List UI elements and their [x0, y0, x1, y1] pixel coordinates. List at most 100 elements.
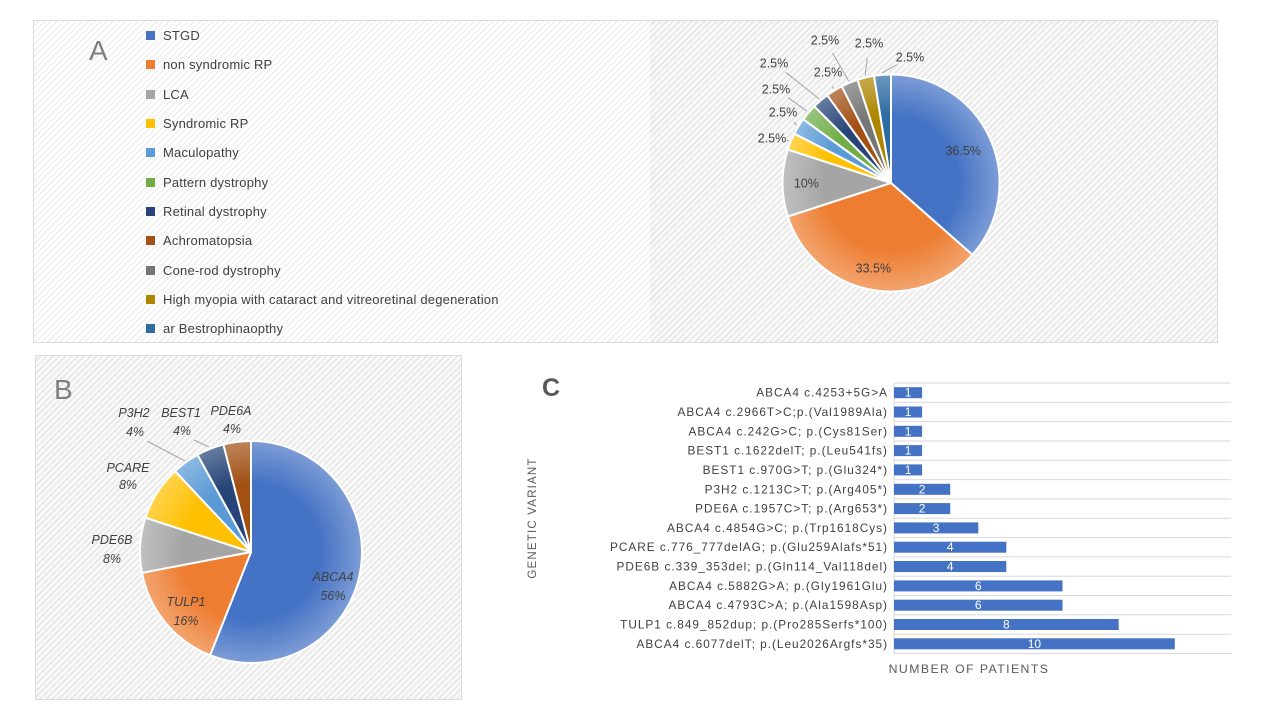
pie-b-name-label-pde6b: PDE6B: [92, 533, 133, 547]
panel-b: B ABCA4 56% TULP1 16% PDE6B 8% PCARE 8% P3H2 4% BE…: [35, 355, 462, 700]
bar-value-label: 8: [1003, 618, 1010, 632]
legend-swatch-retinal-dystrophy: [146, 206, 155, 216]
bar-value-label: 10: [1028, 637, 1042, 651]
bar-abca4-c-4854g-c-p-trp1618cys: [894, 522, 979, 534]
pie-a-leader-line: [882, 64, 898, 74]
legend-swatch-high-myopia-with-cataract-and-vitreoretinal-degeneration: [146, 294, 155, 304]
legend-swatch-non-syndromic-rp: [146, 60, 155, 70]
bar-value-label: 2: [919, 502, 926, 516]
bar-value-label: 1: [905, 405, 912, 419]
bar-tulp1-c-849-852dup-p-pro285serfs-100: [894, 619, 1119, 630]
pie-b-pct-label-pde6b: 8%: [103, 552, 121, 566]
legend-item-syndromic-rp: Syndromic RP: [146, 109, 499, 138]
pie-a-data-label-non-syndromic-rp: 33.5%: [856, 261, 891, 275]
category-label: PDE6B c.339_353del; p.(Gln114_Val118del): [616, 560, 888, 574]
pie-b-name-label-p3h2: P3H2: [118, 406, 149, 420]
pie-b-pct-label-abca4: 56%: [320, 589, 345, 603]
pie-a-leader-line: [793, 122, 798, 126]
category-label: ABCA4 c.5882G>A; p.(Gly1961Glu): [669, 579, 888, 593]
pie-b-name-label-abca4: ABCA4: [312, 570, 354, 584]
bar-pcare-c-776-777delag-p-glu259alafs-51: [894, 541, 1007, 553]
y-axis-title: GENETIC VARIANT: [527, 457, 539, 578]
pie-a-data-label-maculopathy: 2.5%: [769, 106, 798, 120]
bar-value-label: 1: [905, 444, 912, 458]
category-label: ABCA4 c.242G>C; p.(Cys81Ser): [689, 424, 888, 438]
pie-a-leader-line: [785, 71, 820, 100]
pie-a-data-label-cone-rod-dystrophy: 2.5%: [811, 34, 840, 48]
pie-b-leader-line: [193, 439, 210, 448]
category-label: ABCA4 c.4854G>C; p.(Trp1618Cys): [667, 521, 888, 535]
category-label: TULP1 c.849_852dup; p.(Pro285Serfs*100): [620, 618, 888, 632]
pie-b-pct-label-p3h2: 4%: [126, 425, 144, 439]
category-label: ABCA4 c.4253+5G>A: [756, 386, 888, 400]
bar-abca4-c-4793c-a-p-ala1598asp: [894, 599, 1063, 611]
legend-label: Achromatopsia: [163, 233, 253, 249]
pie-b-pct-label-tulp1: 16%: [173, 614, 198, 628]
pie-a-leader-line: [864, 57, 868, 76]
legend-label: High myopia with cataract and vitreoreti…: [163, 291, 499, 307]
bar-abca4-c-242g-c-p-cys81ser: [894, 425, 923, 437]
bar-value-label: 1: [905, 386, 912, 400]
pie-a-data-label-high-myopia-with-cataract-and-vitreoretinal-degeneration: 2.5%: [855, 37, 884, 51]
legend-item-pattern-dystrophy: Pattern dystrophy: [146, 167, 499, 196]
pie-b-name-label-best1: BEST1: [161, 406, 201, 420]
pie-a-leader-line: [832, 52, 850, 82]
pie-a-data-label-pattern-dystrophy: 2.5%: [762, 83, 791, 97]
legend-label: ar Bestrophinaopthy: [163, 321, 284, 337]
category-label: P3H2 c.1213C>T; p.(Arg405*): [705, 482, 888, 496]
legend-item-stgd: STGD: [146, 21, 499, 50]
legend-swatch-cone-rod-dystrophy: [146, 265, 155, 275]
bar-best1-c-970g-t-p-glu324: [894, 464, 923, 476]
legend-swatch-achromatopsia: [146, 236, 155, 246]
panel-a-legend: STGD non syndromic RP LCA Syndromic RP Macul…: [146, 21, 499, 343]
pie-b-pct-label-pcare: 8%: [119, 478, 137, 492]
legend-swatch-syndromic-rp: [146, 119, 155, 129]
bar-abca4-c-5882g-a-p-gly1961glu: [894, 580, 1063, 592]
panel-c-letter: C: [542, 374, 561, 402]
pie-a-data-label-lca: 10%: [794, 177, 819, 191]
bar-pde6b-c-339-353del-p-gln114-val118del: [894, 561, 1007, 572]
pie-b-pct-label-pde6a: 4%: [223, 422, 241, 436]
legend-item-ar-bestrophinaopthy: ar Bestrophinaopthy: [146, 314, 499, 343]
pie-b-name-label-tulp1: TULP1: [167, 595, 206, 609]
pie-a-data-label-stgd: 36.5%: [945, 144, 980, 158]
panel-a-pie-chart: 36.5% 33.5% 10% 2.5% 2.5% 2.5% 2.5% 2.5% 2.5% 2.5…: [758, 34, 1001, 293]
pie-b-name-label-pcare: PCARE: [106, 461, 150, 475]
bar-value-label: 4: [947, 560, 954, 574]
pie-b-name-label-pde6a: PDE6A: [211, 404, 252, 418]
bar-pde6a-c-1957c-t-p-arg653: [894, 503, 951, 515]
legend-item-non-syndromic-rp: non syndromic RP: [146, 50, 499, 79]
pie-a-leader-line: [787, 97, 808, 112]
pie-a-data-label-syndromic-rp: 2.5%: [758, 132, 787, 146]
bar-p3h2-c-1213c-t-p-arg405: [894, 483, 951, 495]
legend-swatch-stgd: [146, 31, 155, 41]
bar-value-label: 2: [919, 482, 926, 496]
pie-b-leader-line: [146, 440, 186, 462]
pie-a-leader-line: [832, 86, 834, 89]
legend-label: LCA: [163, 86, 189, 102]
pie-b-pct-label-best1: 4%: [173, 424, 191, 438]
panel-a: A STGD non syndromic RP LCA Syndromic RP Mac…: [33, 20, 1218, 343]
legend-item-achromatopsia: Achromatopsia: [146, 226, 499, 255]
pie-a-data-label-ar-bestrophinaopthy: 2.5%: [896, 51, 925, 65]
category-label: BEST1 c.1622delT; p.(Leu541fs): [687, 444, 888, 458]
category-label: PCARE c.776_777delAG; p.(Glu259Alafs*51): [610, 540, 888, 554]
panel-a-letter: A: [89, 35, 108, 66]
legend-label: STGD: [163, 28, 200, 44]
legend-label: non syndromic RP: [163, 57, 273, 73]
pie-a-data-label-achromatopsia: 2.5%: [814, 66, 843, 80]
legend-item-cone-rod-dystrophy: Cone-rod dystrophy: [146, 255, 499, 284]
legend-label: Syndromic RP: [163, 116, 249, 132]
legend-swatch-maculopathy: [146, 148, 155, 158]
bar-abca4-c-4253-5g-a: [894, 387, 923, 399]
category-label: BEST1 c.970G>T; p.(Glu324*): [703, 463, 888, 477]
category-label: ABCA4 c.6077delT; p.(Leu2026Argfs*35): [637, 637, 888, 651]
legend-swatch-ar-bestrophinaopthy: [146, 324, 155, 334]
legend-swatch-lca: [146, 89, 155, 99]
panel-c-bar-chart: 1 ABCA4 c.4253+5G>A 1 ABCA4 c.2966T>C;p.(Va…: [527, 382, 1231, 676]
category-label: PDE6A c.1957C>T; p.(Arg653*): [695, 502, 888, 516]
bar-value-label: 1: [905, 463, 912, 477]
pie-a-data-label-retinal-dystrophy: 2.5%: [760, 57, 789, 71]
bar-value-label: 3: [933, 521, 940, 535]
